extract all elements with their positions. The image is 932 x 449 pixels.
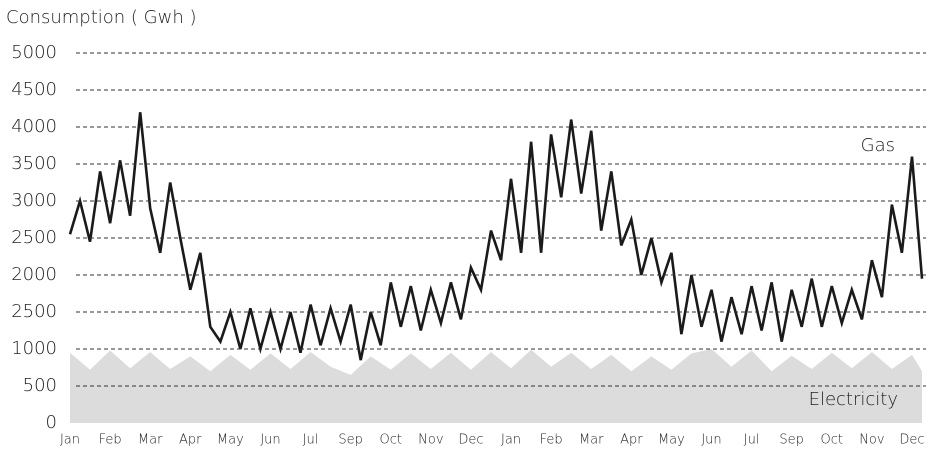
x-tick-label: Feb <box>99 433 122 448</box>
y-tick-label: 0 <box>46 412 57 433</box>
x-tick-label: May <box>217 433 244 448</box>
electricity-label: Electricity <box>809 389 898 410</box>
y-tick-label: 3000 <box>11 190 57 211</box>
x-tick-label: May <box>658 433 685 448</box>
x-tick-label: Jan <box>60 433 80 448</box>
x-tick-label: Nov <box>859 433 884 448</box>
x-tick-label: Jun <box>701 433 721 448</box>
x-tick-label: Sep <box>338 433 363 448</box>
x-tick-label: Jun <box>260 433 280 448</box>
y-tick-label: 2000 <box>11 264 57 285</box>
y-tick-label: 2500 <box>11 227 57 248</box>
y-tick-label: 3500 <box>11 153 57 174</box>
x-tick-label: Apr <box>179 433 202 448</box>
gas-label: Gas <box>861 135 895 156</box>
x-tick-label: Feb <box>540 433 563 448</box>
y-tick-label: 2500 <box>11 301 57 322</box>
x-tick-label: Oct <box>380 433 402 448</box>
x-tick-label: Apr <box>620 433 643 448</box>
x-tick-label: Sep <box>779 433 804 448</box>
x-tick-label: Jan <box>501 433 521 448</box>
y-tick-label: 1000 <box>11 338 57 359</box>
y-tick-label: 4500 <box>11 79 57 100</box>
x-tick-label: Mar <box>138 433 163 448</box>
x-tick-label: Jul <box>744 433 760 448</box>
y-axis-title: Consumption ( Gwh ) <box>6 7 197 28</box>
y-tick-label: 4000 <box>11 116 57 137</box>
y-tick-label: 5000 <box>11 42 57 63</box>
x-tick-label: Jul <box>303 433 319 448</box>
gas-line <box>68 112 924 361</box>
x-tick-label: Dec <box>458 433 483 448</box>
x-tick-label: Oct <box>821 433 843 448</box>
x-tick-label: Nov <box>418 433 443 448</box>
y-tick-label: 500 <box>23 375 57 396</box>
x-tick-label: Mar <box>579 433 604 448</box>
x-tick-label: Dec <box>899 433 924 448</box>
